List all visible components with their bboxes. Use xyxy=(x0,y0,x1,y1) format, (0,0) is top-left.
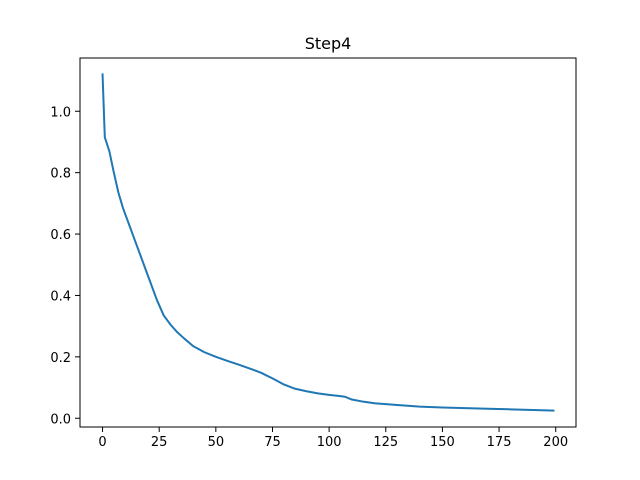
x-tick-label: 150 xyxy=(430,435,455,450)
x-tick-label: 0 xyxy=(98,435,106,450)
x-tick-label: 125 xyxy=(373,435,398,450)
series-layer xyxy=(101,73,555,412)
axes-layer: 0 25 50 75 100 125 150 175 200 0.0 0.2 0.4 0.6 0.8 1.0 xyxy=(50,57,577,450)
series-line-0 xyxy=(101,73,555,412)
x-tick-label: 75 xyxy=(264,435,281,450)
x-tick-label: 50 xyxy=(208,435,225,450)
y-tick-label: 0.2 xyxy=(50,351,71,366)
y-tick-label: 0.6 xyxy=(50,228,71,243)
y-tick-label: 0.8 xyxy=(50,167,71,182)
chart-title: Step4 xyxy=(305,34,352,53)
x-tick-label: 100 xyxy=(317,435,342,450)
y-tick-label: 1.0 xyxy=(50,105,71,120)
x-tick-label: 200 xyxy=(543,435,568,450)
y-tick-label: 0.0 xyxy=(50,412,71,427)
x-tick-label: 175 xyxy=(487,435,512,450)
x-tick-label: 25 xyxy=(151,435,168,450)
plot-frame xyxy=(79,57,577,428)
y-tick-label: 0.4 xyxy=(50,289,71,304)
